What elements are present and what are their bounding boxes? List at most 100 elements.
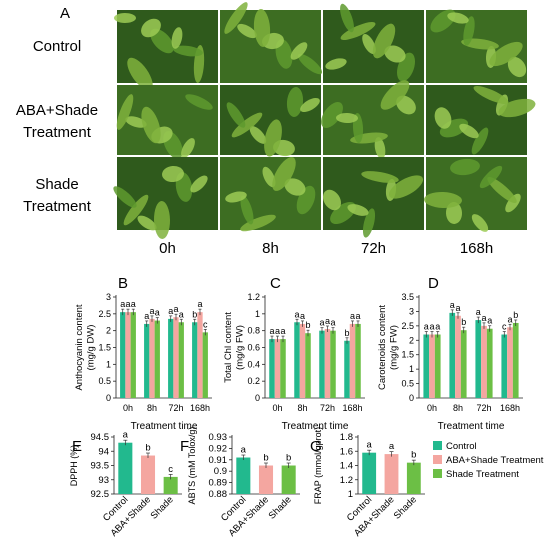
bar (324, 328, 331, 398)
tea-leaf-photo (220, 2, 323, 83)
significance-letter: a (294, 309, 299, 319)
y-tick-label: 0.2 (247, 376, 260, 386)
y-axis-label: Anthocyanin content (74, 304, 85, 390)
y-tick-label: 1.5 (401, 350, 414, 360)
column-label: 8h (262, 240, 279, 257)
significance-letter: a (319, 318, 324, 328)
y-tick-label: 0.4 (247, 359, 260, 369)
tea-leaf-photo (220, 85, 321, 157)
tea-leaf-photo (426, 9, 527, 83)
y-tick-label: 0.8 (247, 326, 260, 336)
x-tick-label: 8h (147, 403, 157, 413)
significance-letter: a (125, 299, 130, 309)
x-tick-label: 0h (123, 403, 133, 413)
significance-letter: b (263, 453, 268, 464)
column-label: 0h (159, 240, 176, 257)
y-tick-label: 0.5 (401, 379, 414, 389)
y-tick-label: 2.5 (401, 321, 414, 331)
y-tick-label: 2.5 (98, 309, 111, 319)
bar (173, 317, 179, 398)
y-tick-label: 3 (409, 306, 414, 316)
significance-letter: a (507, 314, 512, 324)
legend-label: Shade Treatment (446, 469, 519, 480)
bar (423, 334, 430, 398)
panel-letter: C (270, 275, 281, 292)
significance-letter: a (275, 326, 280, 336)
bar (125, 312, 131, 398)
bar (512, 322, 519, 398)
significance-letter: a (144, 311, 149, 321)
significance-letter: b (305, 320, 310, 330)
y-tick-label: 93 (98, 475, 109, 486)
column-label: 168h (460, 240, 493, 257)
y-axis-label: ABTS (mM Tolox/g) (187, 427, 197, 505)
y-tick-label: 0.88 (209, 489, 228, 500)
x-tick-label: 8h (453, 403, 463, 413)
significance-letter: a (179, 309, 184, 319)
bar (140, 455, 156, 494)
bar (449, 312, 456, 398)
y-tick-label: 0.9 (214, 466, 227, 477)
y-tick-label: 1 (409, 364, 414, 374)
significance-letter: b (513, 310, 518, 320)
x-tick-label: Shade (267, 494, 294, 521)
bar (384, 454, 399, 494)
y-tick-label: 1.8 (340, 432, 353, 443)
x-tick-label: 8h (297, 403, 307, 413)
y-tick-label: 1.2 (340, 475, 353, 486)
y-axis-label: Carotenoids content (377, 305, 388, 390)
bar (355, 323, 361, 398)
row-label: ABA+Shade (16, 102, 98, 119)
y-axis-label: (mg/g FW) (389, 325, 400, 370)
bar (429, 334, 435, 398)
chart-c: C 0 0.2 0.4 0.6 0.8 1 1.2 Total Chl content (mg/g… (223, 275, 365, 432)
chart-f: F 0.880.890.90.910.920.93 ABTS (mM Tolox/g… (180, 427, 300, 539)
significance-letter: a (197, 299, 202, 309)
significance-letter: c (168, 464, 173, 475)
significance-letter: a (168, 306, 173, 316)
x-axis-label: Treatment time (438, 421, 505, 432)
significance-letter: a (476, 307, 481, 317)
legend-swatch (433, 469, 442, 478)
bar (154, 320, 160, 398)
significance-letter: a (241, 445, 247, 456)
panel-letter: E (72, 438, 82, 455)
tea-leaf-photo (116, 85, 218, 159)
bar (455, 315, 461, 398)
significance-letter: a (424, 322, 429, 332)
legend-swatch (433, 441, 442, 450)
y-tick-label: 3.5 (401, 292, 414, 302)
y-tick-label: 1 (348, 489, 353, 500)
significance-letter: c (502, 322, 507, 332)
y-tick-label: 0.92 (209, 443, 228, 454)
bar (460, 330, 467, 398)
row-label: Shade (35, 176, 78, 193)
y-tick-label: 0 (255, 393, 260, 403)
column-label: 72h (361, 240, 386, 257)
significance-letter: a (155, 308, 160, 318)
panel-letter-a: A (60, 5, 70, 22)
significance-letter: b (411, 450, 416, 461)
y-axis-label: DPPH (%) (69, 445, 79, 487)
significance-letter: a (435, 322, 440, 332)
bar (299, 323, 306, 398)
y-tick-label: 94 (98, 446, 109, 457)
significance-letter: a (367, 440, 373, 451)
bar (475, 320, 482, 398)
chart-d: D 0 0.5 1 1.5 2 2.5 3 3.5 Carotenoids content (mg/… (377, 275, 523, 432)
significance-letter: a (429, 322, 434, 332)
bar (330, 330, 336, 398)
significance-letter: a (355, 311, 360, 321)
significance-letter: a (300, 311, 305, 321)
panel-letter: B (118, 275, 128, 292)
y-tick-label: 1.2 (247, 292, 260, 302)
bar (118, 442, 133, 494)
panel-letter: G (310, 438, 322, 455)
significance-letter: a (325, 316, 330, 326)
x-tick-label: 168h (342, 403, 362, 413)
significance-letter: a (269, 326, 274, 336)
significance-letter: a (149, 306, 154, 316)
bar (269, 339, 275, 398)
x-tick-label: 0h (427, 403, 437, 413)
